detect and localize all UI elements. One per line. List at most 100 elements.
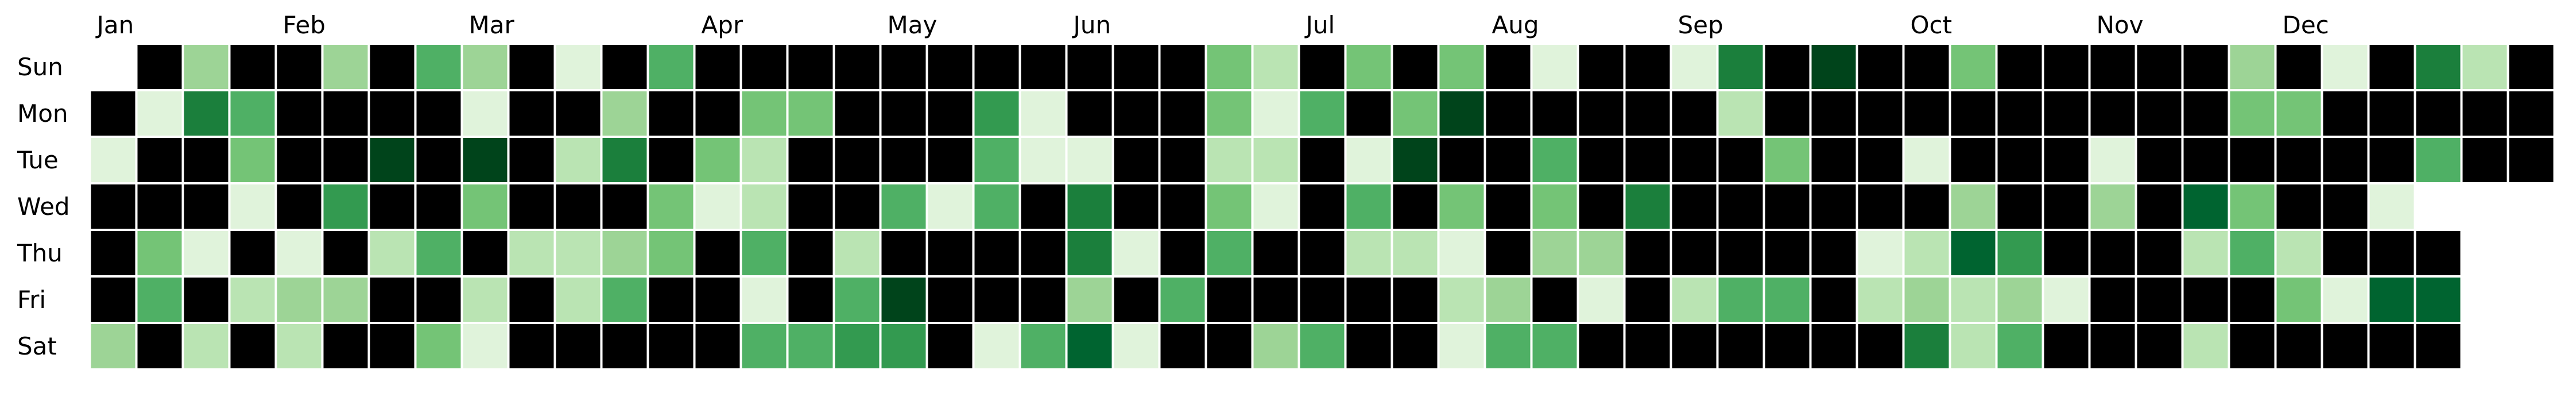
heatmap-cell	[1300, 231, 1345, 275]
heatmap-cell	[2137, 278, 2182, 322]
heatmap-cell	[91, 278, 135, 322]
heatmap-cell	[928, 324, 973, 368]
heatmap-cell	[881, 45, 926, 89]
heatmap-cell	[1439, 324, 1484, 368]
heatmap-cell	[928, 184, 973, 229]
heatmap-cell	[788, 278, 833, 322]
heatmap-cell	[137, 45, 182, 89]
heatmap-cell	[323, 91, 368, 136]
heatmap-cell	[1114, 324, 1159, 368]
heatmap-cell	[2462, 138, 2507, 182]
heatmap-cell	[2230, 184, 2275, 229]
heatmap-cell	[788, 45, 833, 89]
heatmap-cell	[2090, 324, 2135, 368]
heatmap-cell	[137, 231, 182, 275]
heatmap-cell	[1160, 91, 1205, 136]
heatmap-cell	[370, 231, 415, 275]
heatmap-cell	[2230, 138, 2275, 182]
heatmap-cell	[2044, 231, 2089, 275]
heatmap-cell	[2369, 184, 2414, 229]
heatmap-cell	[1997, 324, 2042, 368]
heatmap-cell	[277, 138, 321, 182]
heatmap-cell	[370, 324, 415, 368]
heatmap-cell	[1439, 91, 1484, 136]
heatmap-cell	[1067, 324, 1112, 368]
heatmap-cell	[2137, 184, 2182, 229]
heatmap-cell	[695, 231, 740, 275]
heatmap-cell	[835, 91, 880, 136]
heatmap-cell	[137, 138, 182, 182]
heatmap-cell	[835, 278, 880, 322]
heatmap-cell	[742, 91, 787, 136]
heatmap-cell	[1532, 324, 1577, 368]
day-label-mon: Mon	[17, 99, 68, 128]
day-label-sun: Sun	[17, 53, 63, 81]
heatmap-cell	[2183, 324, 2228, 368]
heatmap-cell	[2044, 138, 2089, 182]
heatmap-cell	[2323, 278, 2368, 322]
heatmap-cell	[1997, 91, 2042, 136]
heatmap-cell	[742, 138, 787, 182]
heatmap-cell	[2137, 45, 2182, 89]
heatmap-cell	[2230, 91, 2275, 136]
heatmap-cell	[2416, 231, 2461, 275]
heatmap-cell	[2369, 324, 2414, 368]
heatmap-cell	[1067, 138, 1112, 182]
heatmap-cell	[695, 138, 740, 182]
heatmap-cell	[2137, 138, 2182, 182]
heatmap-cell	[788, 324, 833, 368]
heatmap-cell	[2044, 45, 2089, 89]
heatmap-cell	[928, 45, 973, 89]
heatmap-cell	[416, 278, 461, 322]
heatmap-cell	[416, 45, 461, 89]
heatmap-cell	[1625, 278, 1670, 322]
heatmap-cell	[649, 45, 694, 89]
heatmap-cell	[91, 184, 135, 229]
heatmap-cell	[1021, 45, 1066, 89]
heatmap-cell	[1532, 91, 1577, 136]
heatmap-cell	[742, 45, 787, 89]
heatmap-cell	[1207, 91, 1252, 136]
heatmap-cell	[184, 45, 228, 89]
month-label-jun: Jun	[1072, 11, 1111, 39]
heatmap-cell	[1718, 45, 1763, 89]
heatmap-cell	[184, 184, 228, 229]
heatmap-cell	[1393, 324, 1438, 368]
month-labels: Jan Feb Mar Apr May Jun Jul Aug Sep Oct Nov Dec	[95, 11, 2329, 39]
heatmap-cell	[1811, 91, 1856, 136]
heatmap-cell	[91, 138, 135, 182]
heatmap-cell	[602, 278, 647, 322]
heatmap-cell	[1718, 231, 1763, 275]
heatmap-cell	[463, 324, 508, 368]
heatmap-cell	[928, 231, 973, 275]
heatmap-cell	[974, 324, 1019, 368]
heatmap-cell	[2276, 184, 2321, 229]
heatmap-cell	[2276, 91, 2321, 136]
heatmap-cell	[1951, 45, 1996, 89]
heatmap-cell	[1765, 324, 1810, 368]
month-label-aug: Aug	[1492, 11, 1539, 39]
heatmap-cell	[1951, 138, 1996, 182]
heatmap-cell	[1253, 91, 1298, 136]
heatmap-cell	[1811, 324, 1856, 368]
day-label-sat: Sat	[17, 332, 57, 360]
heatmap-cell	[463, 138, 508, 182]
heatmap-cell	[649, 324, 694, 368]
month-label-nov: Nov	[2097, 11, 2144, 39]
heatmap-cell	[1021, 184, 1066, 229]
heatmap-cell	[974, 231, 1019, 275]
heatmap-cell	[1346, 278, 1391, 322]
heatmap-cell	[2462, 45, 2507, 89]
heatmap-cell	[1300, 184, 1345, 229]
heatmap-cell	[463, 91, 508, 136]
heatmap-cell	[1346, 184, 1391, 229]
heatmap-cell	[2369, 138, 2414, 182]
heatmap-cell	[1207, 138, 1252, 182]
day-label-thu: Thu	[17, 239, 63, 267]
heatmap-cell	[277, 324, 321, 368]
heatmap-cell	[1858, 278, 1903, 322]
heatmap-cell	[602, 184, 647, 229]
heatmap-cell	[1346, 45, 1391, 89]
heatmap-cell	[1858, 45, 1903, 89]
heatmap-cell	[1997, 278, 2042, 322]
